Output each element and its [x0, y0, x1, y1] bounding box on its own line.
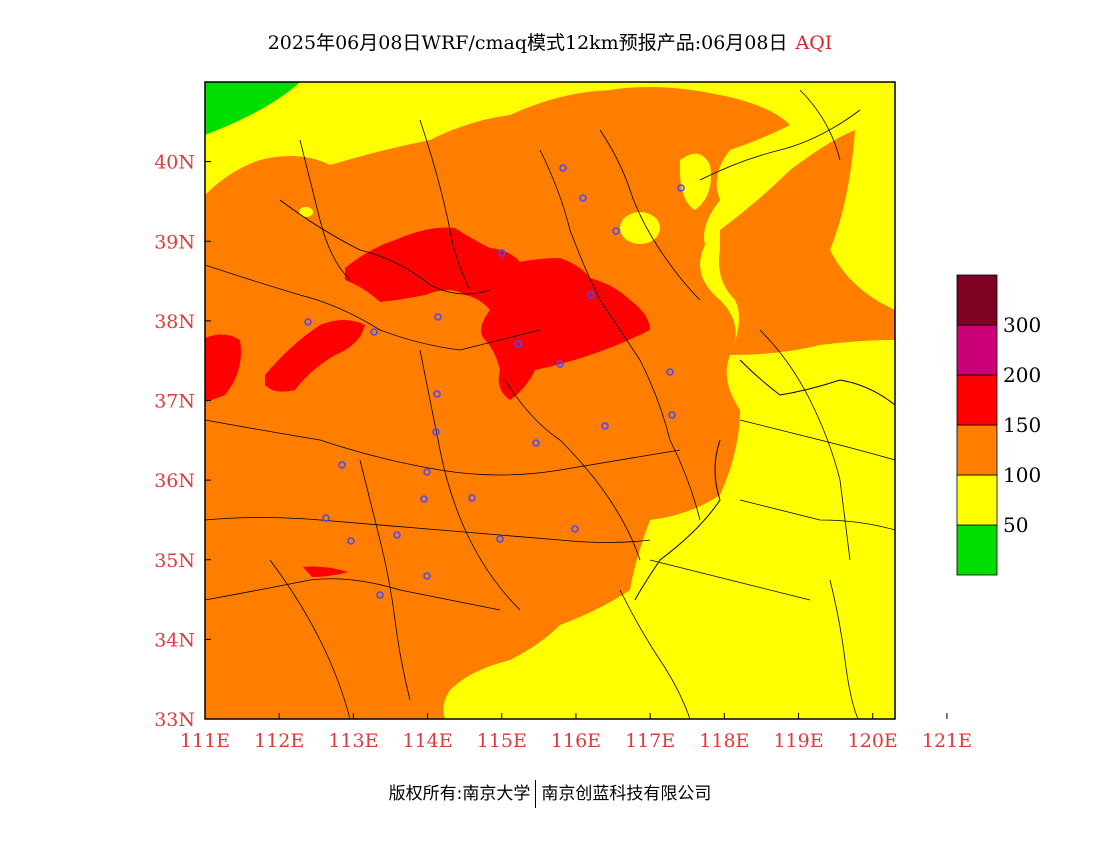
title-variable: AQI [795, 32, 833, 54]
station-marker [434, 313, 442, 321]
station-marker [677, 184, 685, 192]
station-marker [376, 591, 384, 599]
station-marker [496, 535, 504, 543]
legend-swatch [956, 324, 998, 376]
station-markers [304, 164, 685, 599]
red-zone-central [345, 227, 650, 400]
legend-swatch [956, 474, 998, 526]
station-marker [587, 291, 595, 299]
station-marker [433, 390, 441, 398]
red-zone-west [265, 320, 365, 392]
station-marker [559, 164, 567, 172]
lon-tick-label: 120E [848, 730, 898, 752]
lon-tick-label: 111E [180, 730, 230, 752]
station-marker [423, 468, 431, 476]
red-zone-edge [205, 334, 241, 402]
lon-tick-label: 115E [477, 730, 527, 752]
moderate-hole-3 [299, 207, 313, 217]
station-marker [338, 461, 346, 469]
station-marker [468, 494, 476, 502]
station-marker [532, 439, 540, 447]
lon-tick-label: 112E [254, 730, 304, 752]
lat-tick-label: 33N [154, 709, 195, 731]
legend-label: 300 [1003, 313, 1041, 337]
lon-tick-label: 117E [625, 730, 675, 752]
legend-label: 200 [1003, 363, 1041, 387]
orange-zone-east [719, 130, 895, 355]
copyright-separator [535, 780, 537, 808]
map-area [205, 82, 895, 719]
station-marker [423, 572, 431, 580]
station-marker [420, 495, 428, 503]
station-marker [601, 422, 609, 430]
station-marker [498, 249, 506, 257]
orange-zone-main [205, 86, 790, 719]
station-marker [432, 428, 440, 436]
legend-swatch [956, 524, 998, 576]
moderate-hole-2 [679, 153, 711, 210]
legend-swatch [956, 424, 998, 476]
station-marker [370, 328, 378, 336]
legend-label: 100 [1003, 463, 1041, 487]
legend-label: 50 [1003, 513, 1028, 537]
station-marker [393, 531, 401, 539]
station-marker [514, 340, 522, 348]
province-boundaries [205, 89, 895, 719]
station-marker [579, 194, 587, 202]
station-marker [322, 514, 330, 522]
lon-tick-label: 113E [328, 730, 378, 752]
lat-tick-label: 36N [154, 470, 195, 492]
legend-label: 150 [1003, 413, 1041, 437]
legend-swatch [956, 374, 998, 426]
lon-tick-label: 119E [773, 730, 823, 752]
copyright-partner: 南京创蓝科技有限公司 [541, 784, 712, 804]
latitude-axis: 33N 34N 35N 36N 37N 38N 39N 40N [154, 152, 211, 731]
map-title: 2025年06月08日WRF/cmaq模式12km预报产品:06月08日 AQI [0, 28, 1100, 55]
lon-tick-label: 116E [551, 730, 601, 752]
lat-tick-label: 39N [154, 231, 195, 253]
lat-tick-label: 38N [154, 311, 195, 333]
station-marker [347, 537, 355, 545]
lon-tick-label: 114E [403, 730, 453, 752]
copyright-footer: 版权所有:南京大学 南京创蓝科技有限公司 [0, 779, 1100, 808]
station-marker [668, 411, 676, 419]
lon-tick-label: 121E [922, 730, 972, 752]
station-marker [556, 360, 564, 368]
station-marker [304, 318, 312, 326]
lat-tick-label: 40N [154, 152, 195, 174]
aqi-legend: 50 100 150 200 300 [956, 274, 1041, 576]
legend-swatch [956, 274, 998, 326]
red-zone-south [303, 566, 348, 577]
longitude-axis: 111E 112E 113E 114E 115E 116E 117E 118E 119E 120E… [180, 713, 972, 752]
lat-tick-label: 35N [154, 550, 195, 572]
copyright-owner: 版权所有:南京大学 [388, 784, 531, 804]
title-main: 2025年06月08日WRF/cmaq模式12km预报产品:06月08日 [267, 32, 788, 54]
good-zone [205, 82, 300, 135]
lon-tick-label: 118E [699, 730, 749, 752]
lat-tick-label: 34N [154, 629, 195, 651]
coastline [739, 359, 895, 406]
station-marker [666, 368, 674, 376]
station-marker [612, 227, 620, 235]
station-marker [571, 525, 579, 533]
lat-tick-label: 37N [154, 391, 195, 413]
coastline-south [634, 439, 721, 601]
moderate-hole-1 [620, 212, 660, 244]
